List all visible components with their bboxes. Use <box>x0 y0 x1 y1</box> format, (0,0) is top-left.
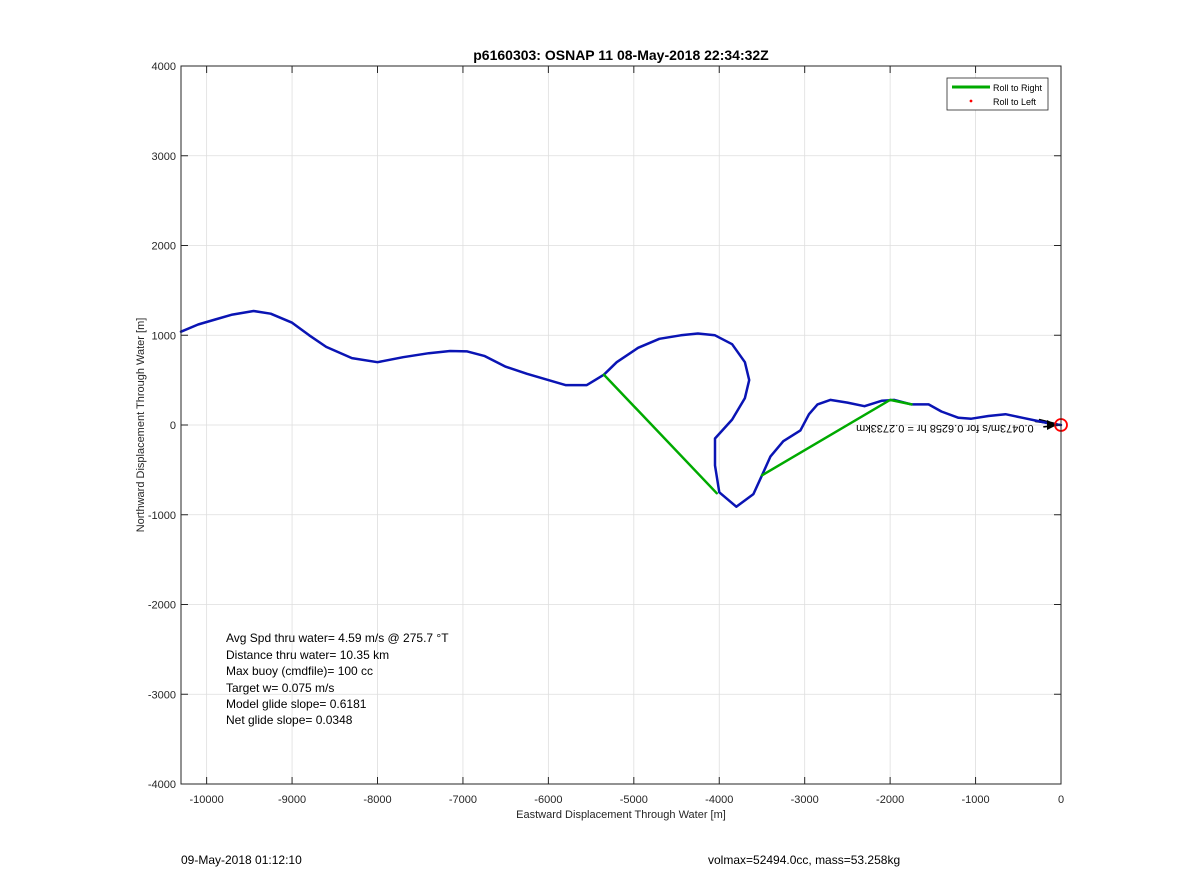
y-tick-label: 4000 <box>152 61 176 73</box>
footer-date: 09-May-2018 01:12:10 <box>181 853 302 867</box>
stat-model-glide: Model glide slope= 0.6181 <box>226 697 367 711</box>
stat-net-glide: Net glide slope= 0.0348 <box>226 713 353 727</box>
current-vector-arrowhead <box>1047 420 1057 430</box>
y-tick-label: -1000 <box>148 510 176 522</box>
stat-avg-speed: Avg Spd thru water= 4.59 m/s @ 275.7 °T <box>226 631 449 645</box>
roll-right-segment <box>602 373 718 495</box>
roll-right-segment <box>760 398 913 477</box>
chart-title: p6160303: OSNAP 11 08-May-2018 22:34:32Z <box>473 47 769 63</box>
legend-label-roll-right: Roll to Right <box>993 83 1043 93</box>
annotation-layer: 0.0473m/s for 0.6258 hr = 0.2733km <box>856 422 1034 434</box>
x-tick-label: -9000 <box>278 794 306 806</box>
y-axis-ticks: 4000 3000 2000 1000 0 -1000 -2000 -3000 -4000 <box>148 61 1061 791</box>
y-tick-label: 0 <box>170 420 176 432</box>
footer-vol-mass: volmax=52494.0cc, mass=53.258kg <box>708 853 900 867</box>
y-tick-label: -4000 <box>148 779 176 791</box>
stat-target-w: Target w= 0.075 m/s <box>226 681 334 695</box>
x-axis-ticks: -10000 -9000 -8000 -7000 -6000 -5000 -4000 -300… <box>189 66 1064 806</box>
legend-swatch-roll-left <box>969 99 973 103</box>
y-tick-label: 1000 <box>152 330 176 342</box>
x-tick-label: 0 <box>1058 794 1064 806</box>
y-tick-label: -2000 <box>148 600 176 612</box>
y-tick-label: 2000 <box>152 241 176 253</box>
y-tick-label: 3000 <box>152 151 176 163</box>
legend-box <box>946 77 1049 111</box>
x-tick-label: -3000 <box>791 794 819 806</box>
x-tick-label: -1000 <box>961 794 989 806</box>
legend-label-roll-left: Roll to Left <box>993 97 1037 107</box>
x-tick-label: -7000 <box>449 794 477 806</box>
x-tick-label: -5000 <box>620 794 648 806</box>
x-tick-label: -6000 <box>534 794 562 806</box>
x-axis-label: Eastward Displacement Through Water [m] <box>516 809 726 821</box>
x-tick-label: -4000 <box>705 794 733 806</box>
x-tick-label: -10000 <box>189 794 223 806</box>
x-tick-label: -2000 <box>876 794 904 806</box>
legend: Roll to Right Roll to Left <box>946 77 1049 111</box>
plot-area: -10000 -9000 -8000 -7000 -6000 -5000 -4000 -300… <box>148 61 1068 806</box>
stat-distance: Distance thru water= 10.35 km <box>226 648 389 662</box>
y-axis-label: Northward Displacement Through Water [m] <box>135 318 147 533</box>
track-line <box>179 309 1063 508</box>
y-tick-label: -3000 <box>148 689 176 701</box>
stat-max-buoy: Max buoy (cmdfile)= 100 cc <box>226 664 373 678</box>
x-tick-label: -8000 <box>363 794 391 806</box>
current-annotation: 0.0473m/s for 0.6258 hr = 0.2733km <box>856 422 1034 434</box>
stats-box: Avg Spd thru water= 4.59 m/s @ 275.7 °T … <box>226 631 449 727</box>
